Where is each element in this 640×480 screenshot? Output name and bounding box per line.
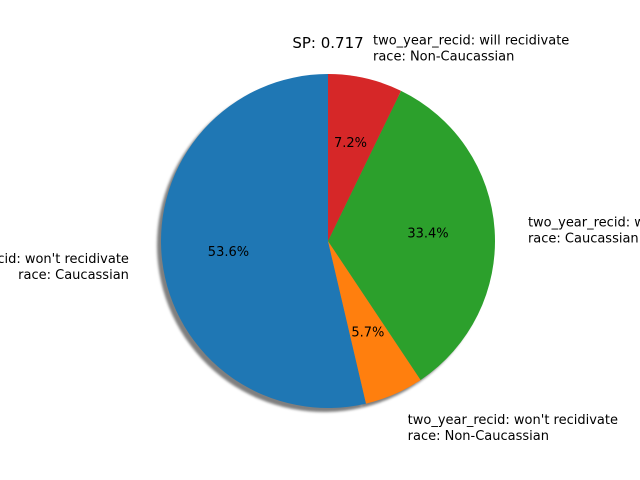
pie-percent-label-0: 53.6% (208, 245, 249, 260)
pie-slice-0 (161, 74, 367, 408)
pie-slice-label-line1: two_year_recid: will recidivate (373, 34, 569, 49)
pie-slice-3 (328, 74, 402, 241)
pie-slice-label-line1: two_year_recid: won't recidivate (0, 252, 129, 267)
pie-slice-label-line2: race: Non-Caucassian (373, 50, 514, 65)
pie-percent-label-1: 5.7% (351, 325, 384, 340)
pie-slice-label-line2: race: Non-Caucassian (408, 429, 549, 444)
pie-percent-labels: 53.6% 5.7% 33.4% 7.2% (208, 136, 449, 341)
pie-slice-label-line2: race: Caucassian (528, 231, 639, 246)
pie-slice-1 (328, 241, 421, 404)
pie-slice-label-line2: race: Caucassian (18, 268, 129, 283)
pie-slices (161, 74, 496, 408)
pie-percent-label-2: 33.4% (407, 227, 448, 242)
pie-slice-label-1: two_year_recid: won't recidivate race: No… (408, 413, 618, 444)
pie-slice-label-line1: two_year_recid: won't recidivate (408, 413, 618, 428)
chart-title: SP: 0.717 (292, 34, 363, 52)
pie-slice-label-3: two_year_recid: will recidivate race: Non… (373, 34, 569, 65)
pie-slice-label-line1: two_year_recid: will recidivate (528, 215, 640, 230)
pie-percent-label-3: 7.2% (334, 136, 367, 151)
pie-slice-2 (328, 90, 496, 380)
